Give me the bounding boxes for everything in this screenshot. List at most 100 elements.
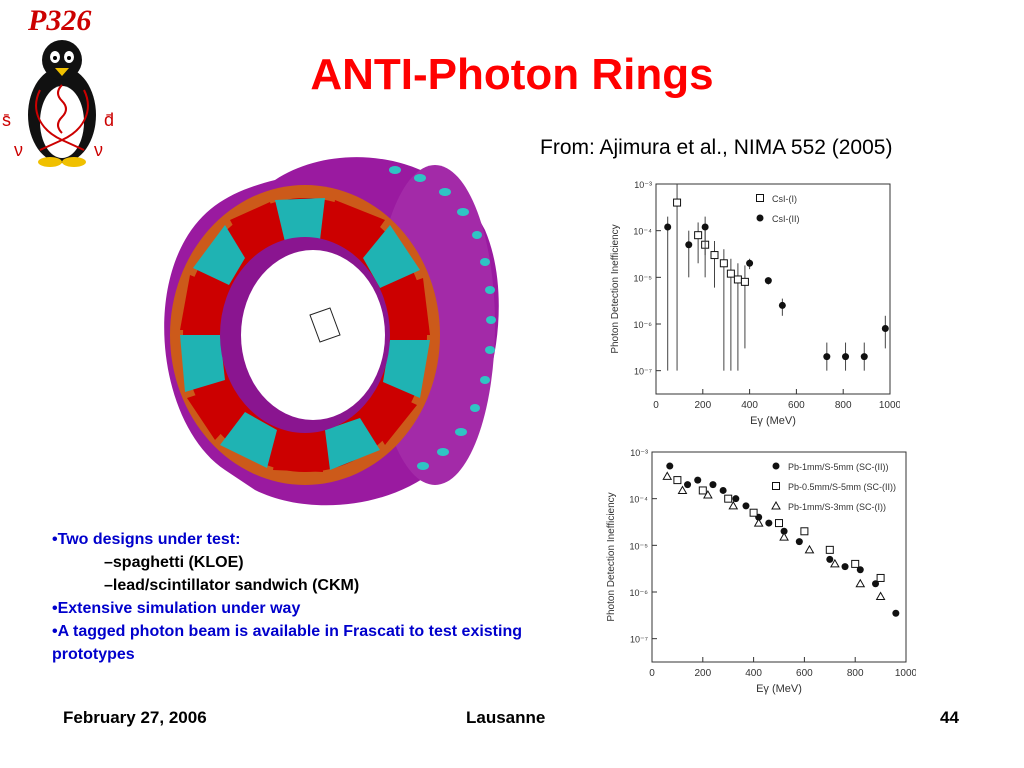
data-point [830, 558, 840, 568]
plot-frame [651, 451, 907, 663]
data-point [841, 563, 849, 571]
data-point [677, 485, 688, 494]
data-point [684, 481, 692, 489]
data-point [709, 481, 717, 489]
citation-text: From: Ajimura et al., NIMA 552 (2005) [540, 136, 893, 159]
data-point [701, 223, 709, 231]
data-point [795, 538, 803, 546]
data-point [742, 502, 750, 510]
y-tick-label: 10⁻³ [634, 180, 652, 190]
data-point [666, 462, 674, 470]
logo-sbar: s̄ [2, 110, 11, 130]
footer-page-number: 44 [940, 708, 959, 727]
x-tick-label: 200 [694, 400, 711, 411]
slide-title: ANTI-Photon Rings [310, 50, 714, 99]
data-point [698, 486, 707, 495]
x-axis-label: Eγ (MeV) [750, 415, 796, 427]
data-point [823, 353, 831, 361]
data-point [825, 545, 834, 554]
data-point [664, 223, 672, 231]
legend-marker [772, 482, 780, 490]
data-point [740, 277, 749, 286]
y-axis-label: Photon Detection Inefficiency [606, 492, 617, 621]
footer-location: Lausanne [466, 708, 546, 727]
y-tick-label: 10⁻⁵ [634, 273, 653, 283]
x-tick-label: 0 [653, 400, 659, 411]
data-point [855, 578, 866, 588]
bullet-main: •Two designs under test: [52, 531, 241, 548]
legend-entry: CsI-(I) [772, 194, 797, 204]
footer-date: February 27, 2006 [63, 708, 207, 727]
data-point [804, 544, 815, 554]
legend-entry: CsI-(II) [772, 214, 800, 224]
chart-csi-inefficiency: 0 200 400 600 800 1000 10⁻³ 10⁻⁴ 10⁻⁵ 10⁻⁶ 10⁻⁷ Eγ … [610, 180, 900, 427]
legend-entry: Pb-1mm/S-5mm (SC-(II)) [788, 462, 889, 472]
data-point [780, 527, 788, 535]
legend-entry: Pb-1mm/S-3mm (SC-(I)) [788, 502, 886, 512]
chart-sandwich-inefficiency: 0 200 400 600 800 1000 10⁻³ 10⁻⁴ 10⁻⁵ 10⁻⁶ 10⁻⁷ Eγ … [606, 448, 916, 695]
data-point [719, 259, 728, 268]
x-tick-label: 600 [788, 400, 805, 411]
penguin-logo-icon: s̄ d̄ ν ν [2, 40, 114, 167]
y-tick-label: 10⁻⁴ [633, 227, 652, 237]
data-point [872, 580, 880, 588]
x-tick-label: 200 [694, 668, 711, 679]
data-point [733, 275, 742, 284]
data-point [753, 518, 764, 527]
x-tick-label: 600 [796, 668, 813, 679]
data-point [685, 241, 693, 249]
data-point [728, 500, 739, 510]
logo-nu-left: ν [14, 140, 23, 160]
y-tick-label: 10⁻⁵ [630, 541, 649, 551]
anti-photon-ring-illustration [164, 157, 499, 506]
y-axis-label: Photon Detection Inefficiency [610, 224, 621, 353]
bullet-main: •Extensive simulation under way [52, 600, 301, 617]
bullet-main: •A tagged photon beam is available in Fr… [52, 623, 522, 663]
logo-text: P326 [28, 4, 92, 37]
y-tick-label: 10⁻⁶ [634, 320, 653, 330]
plot-frame [655, 183, 891, 395]
bullet-list: •Two designs under test: –spaghetti (KLO… [52, 528, 532, 666]
bullet-sub: –spaghetti (KLOE) [104, 554, 244, 571]
y-tick-label: 10⁻⁴ [629, 495, 648, 505]
data-point [851, 559, 860, 568]
y-tick-label: 10⁻⁶ [630, 588, 649, 598]
legend-marker [756, 214, 764, 222]
data-point [732, 495, 740, 503]
data-point [779, 532, 789, 541]
data-point [749, 508, 758, 517]
data-point [775, 519, 783, 528]
legend-entry: Pb-0.5mm/S-5mm (SC-(II)) [788, 482, 896, 492]
data-point [764, 277, 772, 285]
data-point [724, 494, 733, 503]
logo-dbar: d̄ [104, 110, 114, 130]
data-point [673, 198, 682, 207]
data-point [710, 251, 719, 260]
legend-marker [756, 194, 764, 202]
data-point [694, 231, 703, 240]
x-tick-label: 1000 [879, 400, 900, 411]
data-point [876, 573, 885, 582]
data-point [662, 471, 673, 480]
legend-marker [772, 462, 780, 470]
x-tick-label: 400 [745, 668, 762, 679]
data-point [765, 519, 773, 527]
logo-nu-right: ν [94, 140, 103, 160]
x-axis-label: Eγ (MeV) [756, 683, 802, 695]
x-tick-label: 800 [847, 668, 864, 679]
x-tick-label: 1000 [895, 668, 916, 679]
y-tick-label: 10⁻⁷ [630, 635, 648, 645]
data-point [800, 527, 809, 536]
data-point [875, 591, 886, 601]
data-point [881, 325, 889, 333]
data-point [719, 486, 727, 494]
data-point [726, 269, 735, 278]
data-point [746, 259, 754, 267]
data-point [860, 353, 868, 361]
y-tick-label: 10⁻³ [630, 448, 648, 458]
data-point [703, 489, 713, 499]
x-tick-label: 400 [741, 400, 758, 411]
data-point [856, 566, 864, 574]
data-point [842, 353, 850, 361]
legend-marker [771, 500, 781, 510]
